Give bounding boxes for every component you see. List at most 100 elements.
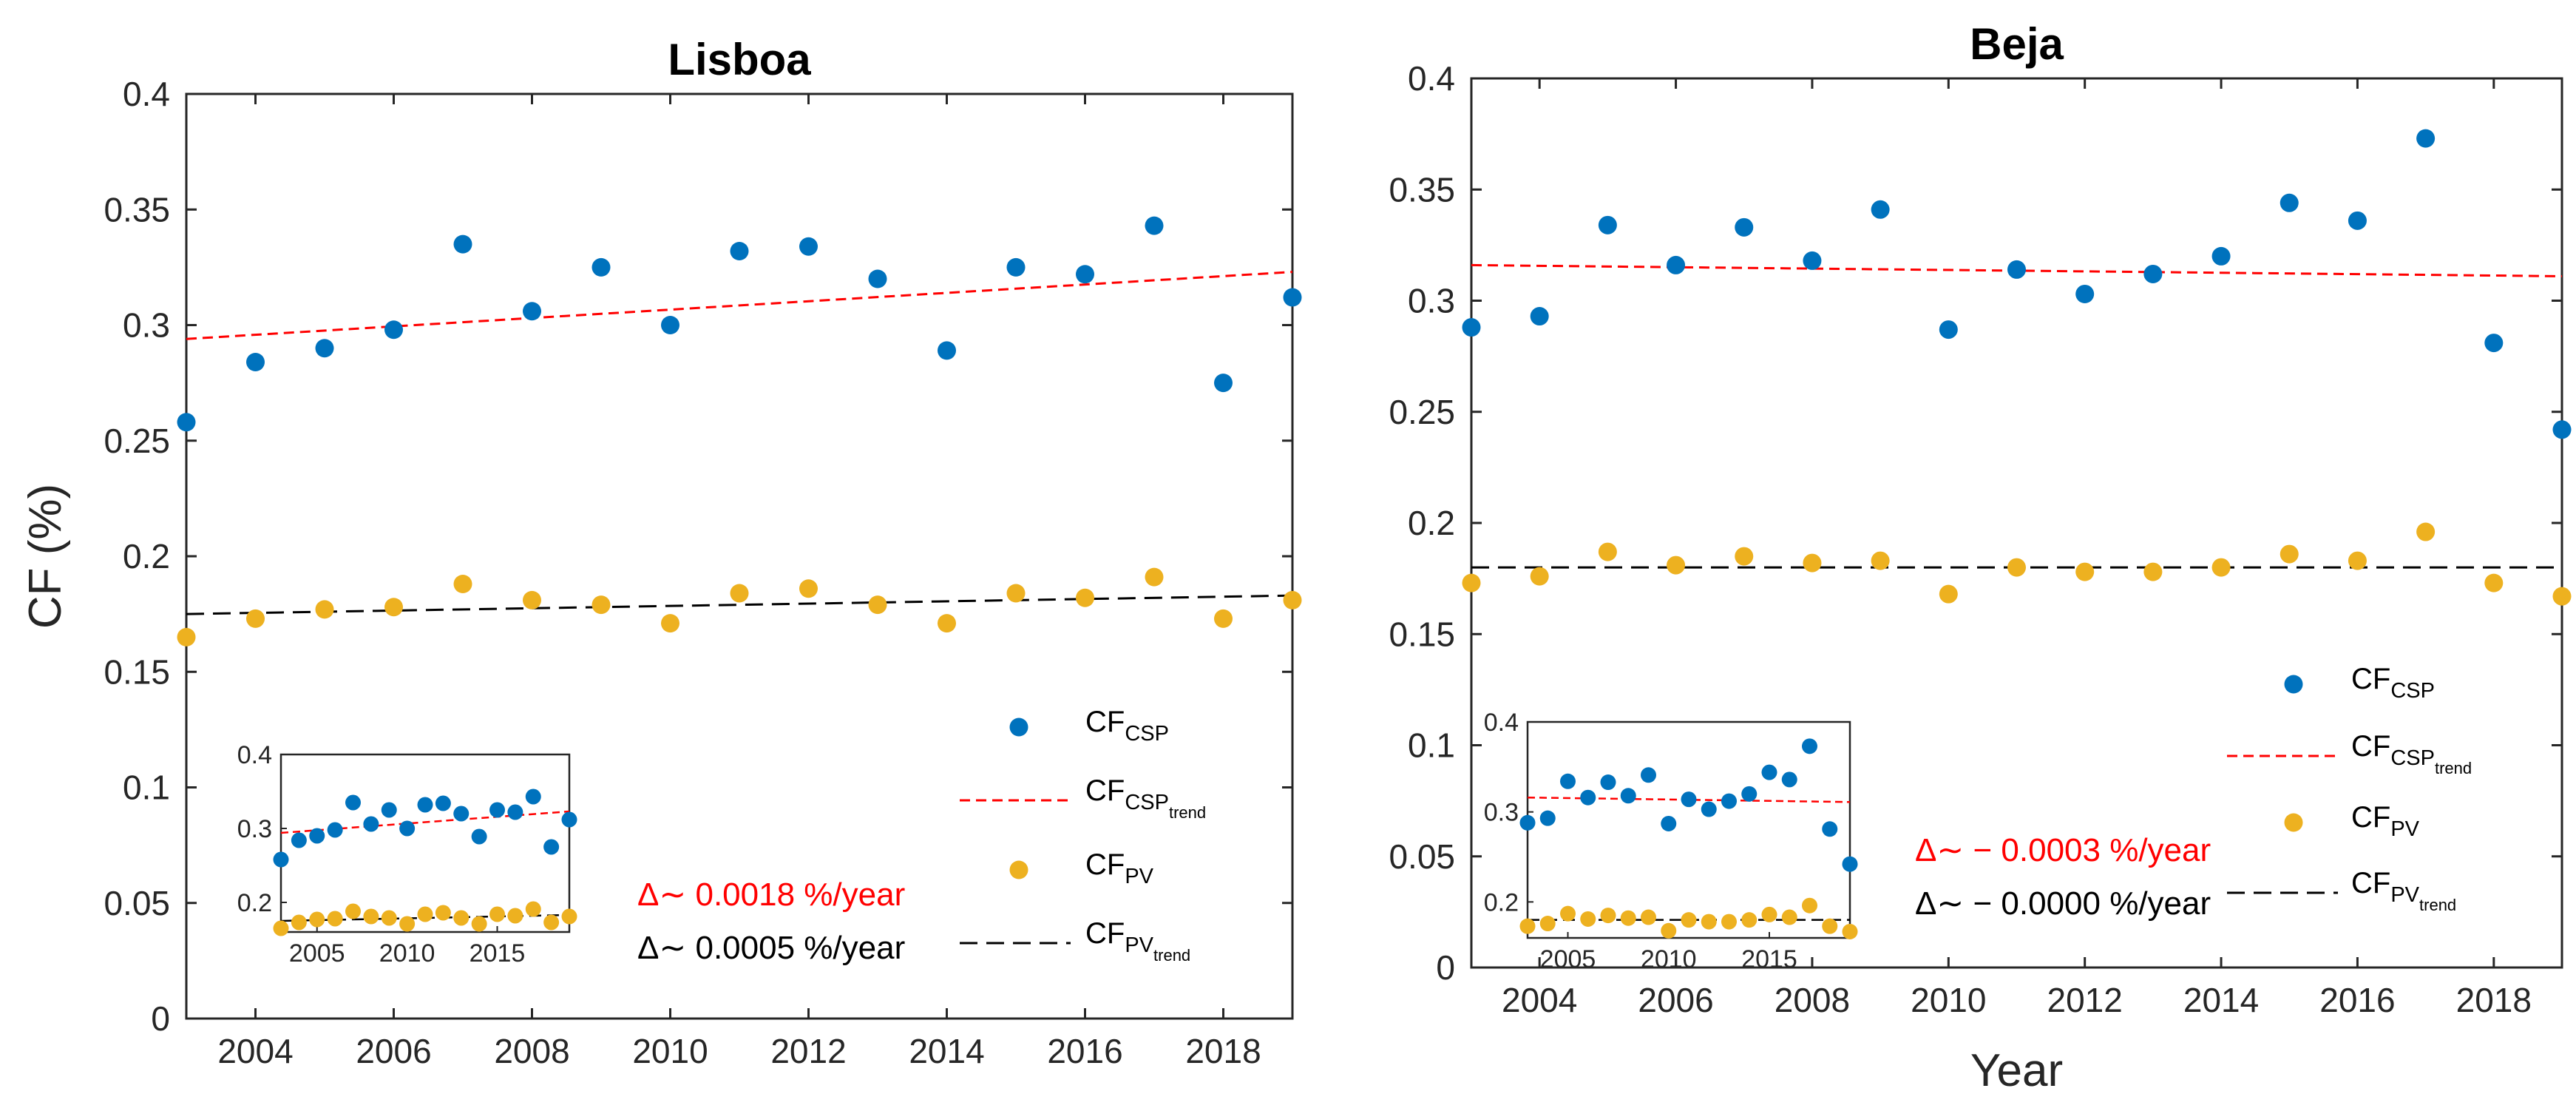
inset-frame bbox=[1526, 720, 1851, 939]
pv-point bbox=[730, 584, 749, 603]
inset-pv-point bbox=[1560, 905, 1576, 922]
inset-y-tick-label: 0.4 bbox=[237, 741, 272, 769]
y-axis-label: CF (%) bbox=[20, 484, 71, 629]
csp-point bbox=[1735, 217, 1754, 237]
inset-pv-point bbox=[489, 906, 505, 922]
inset-csp-point bbox=[1661, 815, 1677, 831]
inset-pv-point bbox=[1741, 912, 1758, 928]
inset-pv-point bbox=[1641, 909, 1656, 925]
inset-x-tick-label: 2005 bbox=[1540, 945, 1596, 973]
pv-point bbox=[868, 595, 887, 615]
csp-point bbox=[868, 269, 887, 288]
pv-point bbox=[2552, 587, 2572, 606]
legend-pv-marker bbox=[1009, 860, 1028, 879]
pv-point bbox=[1667, 556, 1686, 575]
inset-pv-point bbox=[381, 910, 397, 926]
inset-csp-point bbox=[543, 839, 560, 855]
inset-csp-point bbox=[489, 802, 505, 818]
pv-point bbox=[2211, 558, 2231, 577]
csp-point bbox=[730, 242, 749, 260]
y-tick-label: 0.15 bbox=[1389, 615, 1455, 653]
inset-x-tick-label: 2015 bbox=[470, 939, 526, 968]
csp-rate-annotation: Δ∼ − 0.0003 %/year bbox=[1915, 832, 2211, 868]
legend-label-pv_trend: CFPVtrend bbox=[2351, 867, 2456, 914]
y-tick-label: 0.25 bbox=[1389, 393, 1455, 431]
csp-trend-line bbox=[186, 271, 1293, 340]
inset-csp-point bbox=[1600, 774, 1616, 791]
x-tick-label: 2010 bbox=[1911, 981, 1986, 1019]
legend-sub: CSP bbox=[1125, 722, 1169, 746]
inset-pv-point bbox=[1822, 918, 1838, 934]
inset-pv-point bbox=[1519, 918, 1536, 934]
csp-point bbox=[1803, 251, 1822, 270]
legend-csp-marker bbox=[1009, 717, 1028, 737]
inset-csp-point bbox=[525, 788, 541, 805]
inset-pv-point bbox=[363, 908, 379, 925]
csp-point bbox=[1283, 288, 1302, 307]
inset-pv-point bbox=[471, 916, 487, 932]
inset-x-tick-label: 2005 bbox=[289, 939, 345, 968]
pv-point bbox=[453, 575, 472, 593]
x-tick-label: 2016 bbox=[1047, 1032, 1122, 1070]
pv-point bbox=[2280, 544, 2299, 564]
y-tick-label: 0.15 bbox=[104, 652, 170, 691]
csp-point bbox=[592, 257, 611, 277]
legend-main: CF bbox=[1085, 706, 1125, 738]
pv-point bbox=[799, 579, 818, 598]
inset-x-tick-label: 2010 bbox=[1641, 945, 1697, 973]
csp-point bbox=[1939, 320, 1958, 340]
inset-x-tick-label: 2015 bbox=[1741, 945, 1797, 973]
x-tick-label: 2014 bbox=[909, 1032, 984, 1070]
csp-point bbox=[799, 237, 818, 256]
inset-pv-point bbox=[399, 916, 416, 932]
csp-point bbox=[1871, 200, 1890, 219]
x-tick-label: 2008 bbox=[494, 1032, 569, 1070]
pv-point bbox=[1145, 567, 1164, 587]
pv-point bbox=[1803, 553, 1822, 573]
inset-pv-point bbox=[1539, 916, 1556, 932]
pv-point bbox=[523, 590, 541, 609]
inset-pv-point bbox=[1600, 908, 1616, 924]
x-tick-label: 2006 bbox=[356, 1032, 431, 1070]
pv-point bbox=[2075, 562, 2095, 581]
legend-sub: CSP bbox=[1125, 791, 1169, 814]
legend-label-pv: CFPV bbox=[2351, 801, 2420, 841]
csp-point bbox=[1530, 307, 1549, 326]
legend-label-csp_trend: CFCSPtrend bbox=[1085, 774, 1206, 822]
pv-point bbox=[1598, 542, 1617, 561]
pv-point bbox=[592, 595, 611, 615]
inset-csp-point bbox=[1560, 773, 1576, 789]
inset-csp-point bbox=[1721, 793, 1737, 809]
inset-y-tick-label: 0.3 bbox=[1484, 799, 1519, 827]
pv-trend-line bbox=[186, 594, 1293, 615]
inset-pv-point bbox=[1721, 914, 1737, 930]
inset-csp-point bbox=[417, 797, 433, 813]
x-tick-label: 2018 bbox=[1185, 1032, 1261, 1070]
x-tick-label: 2004 bbox=[217, 1032, 293, 1070]
y-tick-label: 0.3 bbox=[123, 306, 170, 345]
y-tick-label: 0.2 bbox=[123, 537, 170, 575]
y-tick-label: 0.4 bbox=[123, 75, 170, 113]
inset-csp-point bbox=[435, 795, 451, 811]
legend-sub: PV bbox=[1125, 933, 1153, 957]
inset-csp-point bbox=[561, 811, 577, 828]
y-tick-label: 0.1 bbox=[1408, 726, 1455, 765]
csp-point bbox=[315, 339, 334, 358]
inset-pv-point bbox=[525, 901, 541, 917]
inset-csp-point bbox=[453, 806, 470, 822]
csp-point bbox=[177, 413, 196, 432]
csp-point bbox=[1214, 374, 1233, 393]
pv-point bbox=[1006, 584, 1026, 603]
pv-point bbox=[1530, 567, 1549, 586]
legend-label-csp: CFCSP bbox=[1085, 706, 1169, 746]
inset-pv-point bbox=[1620, 910, 1636, 926]
legend-sub: PV bbox=[2390, 817, 2419, 841]
y-tick-label: 0.25 bbox=[104, 422, 170, 460]
csp-rate-annotation: Δ∼ 0.0018 %/year bbox=[637, 877, 905, 913]
inset-csp-point bbox=[1580, 789, 1596, 806]
inset-pv-point bbox=[327, 911, 343, 927]
inset-csp-point bbox=[399, 820, 416, 837]
